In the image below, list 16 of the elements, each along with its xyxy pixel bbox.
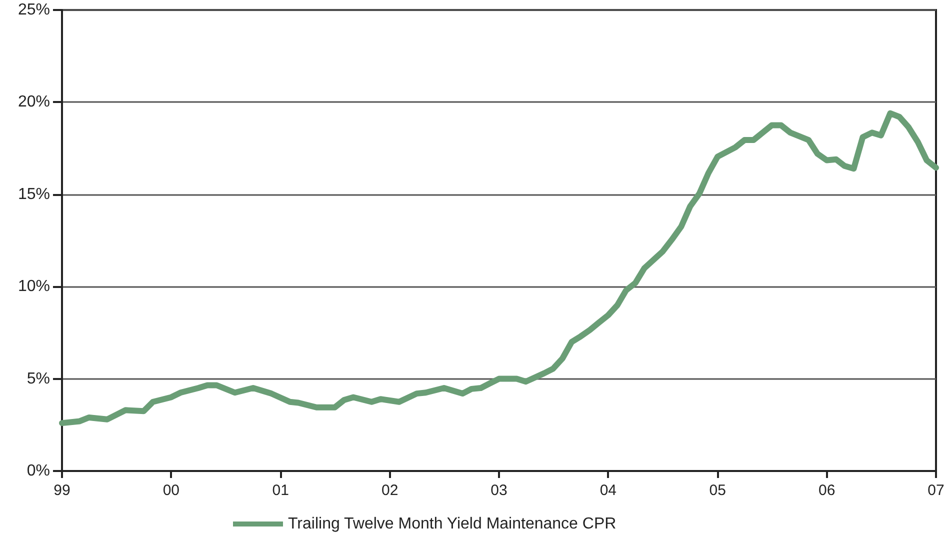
y-tick-label: 20% [18,94,50,111]
x-tick-label: 05 [709,482,726,499]
x-tick-label: 03 [490,482,508,499]
y-tick-label: 15% [18,186,50,203]
y-tick-label: 5% [26,370,50,388]
y-tick-label: 0% [26,462,50,480]
y-tick-label: 10% [18,278,50,296]
x-tick-label: 00 [162,482,180,499]
y-tick-label: 25% [18,2,50,18]
x-tick-label: 07 [928,482,944,499]
legend-label: Trailing Twelve Month Yield Maintenance CPR [288,516,616,532]
x-tick-label: 04 [600,482,617,499]
x-tick-label: 99 [54,482,70,499]
x-tick-label: 06 [818,482,836,499]
x-tick-label: 02 [381,482,398,499]
x-tick-label: 01 [272,482,289,499]
